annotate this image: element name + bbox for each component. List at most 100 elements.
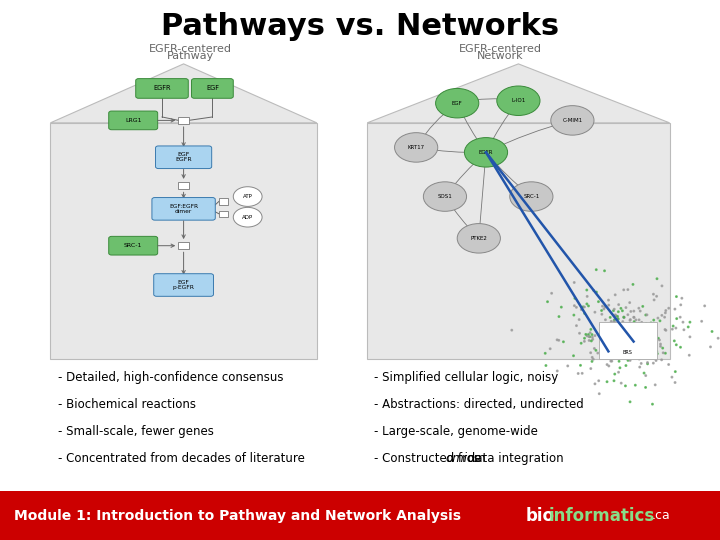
Point (663, 360, 675, 369)
Point (624, 397, 636, 406)
Point (618, 330, 629, 339)
Point (575, 305, 587, 314)
Text: omics: omics (446, 452, 480, 465)
Point (553, 312, 564, 321)
Point (596, 310, 608, 319)
Point (601, 360, 613, 369)
Text: C-MIM1: C-MIM1 (562, 118, 582, 123)
Point (638, 326, 649, 334)
Point (669, 305, 680, 313)
Point (616, 327, 628, 336)
Circle shape (233, 187, 262, 206)
Point (579, 337, 590, 346)
Polygon shape (367, 64, 670, 123)
Point (598, 305, 610, 313)
Point (634, 363, 645, 372)
Point (648, 290, 660, 299)
Point (552, 367, 563, 375)
Point (541, 298, 553, 306)
Point (620, 335, 631, 343)
Point (613, 347, 625, 355)
Point (621, 352, 633, 361)
Point (684, 333, 696, 341)
Point (613, 332, 625, 340)
Point (606, 317, 617, 326)
Point (618, 342, 629, 350)
Point (615, 330, 626, 339)
Point (618, 313, 629, 321)
Point (650, 356, 662, 365)
Point (615, 327, 626, 335)
Point (657, 348, 669, 357)
Point (654, 340, 666, 348)
Point (651, 274, 662, 283)
Point (629, 318, 640, 326)
Point (626, 347, 637, 355)
Point (569, 301, 580, 310)
Point (659, 313, 670, 321)
Point (646, 325, 657, 333)
Point (618, 329, 630, 338)
Text: SOS1: SOS1 (438, 194, 452, 199)
Point (589, 380, 600, 388)
Point (618, 329, 629, 338)
Point (600, 315, 611, 324)
Point (599, 266, 611, 275)
Point (615, 326, 626, 335)
Point (597, 302, 608, 310)
Bar (179, 182, 189, 190)
Point (608, 306, 619, 315)
Point (636, 324, 648, 333)
Point (669, 336, 680, 345)
Point (636, 323, 647, 332)
Point (620, 303, 631, 312)
Point (611, 348, 622, 356)
Point (621, 332, 633, 340)
Point (634, 328, 646, 336)
Point (603, 333, 615, 342)
Point (635, 353, 647, 361)
Point (649, 328, 661, 337)
Point (623, 335, 634, 343)
Point (587, 335, 598, 343)
Point (606, 330, 618, 339)
Point (638, 340, 649, 349)
FancyBboxPatch shape (135, 79, 189, 98)
Point (588, 286, 600, 295)
Point (606, 321, 617, 330)
Point (654, 342, 666, 350)
Point (622, 356, 634, 364)
Point (614, 330, 626, 339)
Point (617, 350, 629, 359)
Point (634, 329, 646, 338)
Text: informatics: informatics (549, 507, 655, 525)
Point (616, 320, 628, 329)
Point (621, 327, 633, 335)
Point (613, 321, 624, 330)
Point (593, 389, 605, 398)
Point (611, 337, 623, 346)
Point (539, 349, 551, 357)
Point (581, 286, 593, 294)
Point (647, 359, 659, 367)
Point (634, 343, 646, 352)
Point (618, 333, 629, 342)
Text: .ca: .ca (652, 509, 670, 522)
Point (696, 317, 708, 326)
Point (611, 336, 623, 345)
Point (602, 353, 613, 362)
Point (639, 331, 651, 340)
Point (598, 350, 610, 359)
Point (571, 303, 582, 312)
Point (616, 329, 627, 338)
Point (631, 321, 643, 329)
FancyBboxPatch shape (154, 274, 213, 296)
Point (618, 330, 629, 339)
Text: - Constructed from: - Constructed from (374, 452, 490, 465)
Text: - Large-scale, genome-wide: - Large-scale, genome-wide (374, 425, 539, 438)
FancyBboxPatch shape (367, 123, 670, 359)
Text: LRG1: LRG1 (125, 118, 141, 123)
Point (621, 326, 632, 335)
Point (587, 333, 598, 341)
Point (603, 335, 614, 343)
